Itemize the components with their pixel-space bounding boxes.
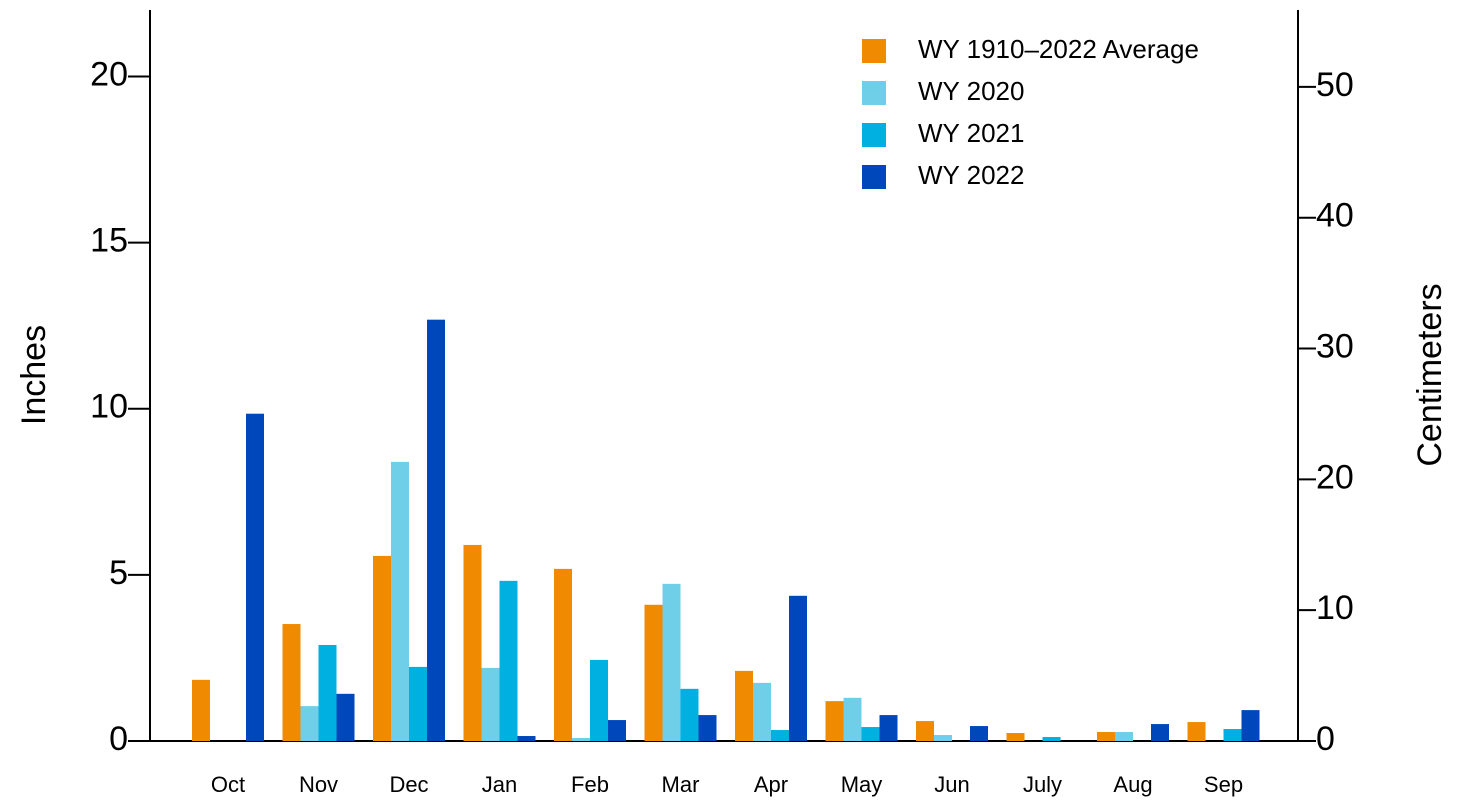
bar <box>318 644 337 741</box>
x-tick-label: Jan <box>482 772 517 797</box>
legend-swatch <box>862 39 886 63</box>
x-tick-label: Jun <box>934 772 969 797</box>
legend-swatch <box>862 123 886 147</box>
bar <box>463 544 482 741</box>
bar <box>572 738 590 741</box>
bar <box>192 679 210 741</box>
y2-axis-title: Centimeters <box>1411 283 1449 466</box>
bar <box>373 555 391 741</box>
bar <box>825 701 844 741</box>
y-tick-label: 20 <box>90 55 128 93</box>
x-tick-label: Mar <box>662 772 700 797</box>
bar <box>1151 724 1169 741</box>
bar <box>336 693 355 741</box>
bar <box>662 583 681 741</box>
bar <box>644 604 663 741</box>
bar <box>970 726 988 741</box>
bar <box>698 715 717 741</box>
bar <box>1115 732 1133 741</box>
x-tick-label: Oct <box>211 772 245 797</box>
bar <box>789 595 807 741</box>
bar <box>843 697 862 741</box>
y2-tick-label: 40 <box>1316 197 1354 235</box>
y-axis-title: Inches <box>15 325 53 425</box>
bar <box>861 727 880 741</box>
bar <box>409 666 427 741</box>
x-tick-label: Dec <box>389 772 428 797</box>
bar <box>916 721 934 741</box>
bar <box>481 667 500 741</box>
bar <box>735 670 753 741</box>
bar <box>680 688 699 741</box>
legend-label: WY 2021 <box>918 118 1024 148</box>
legend-label: WY 2022 <box>918 160 1024 190</box>
legend-label: WY 2020 <box>918 76 1024 106</box>
y-tick-label: 15 <box>90 222 128 260</box>
bar <box>517 736 536 741</box>
bar <box>753 682 771 741</box>
y2-tick-label: 20 <box>1316 458 1354 496</box>
x-tick-label: May <box>841 772 883 797</box>
bar <box>1223 729 1242 741</box>
bar <box>771 730 789 741</box>
bar <box>1042 737 1061 741</box>
bar <box>1187 722 1206 741</box>
x-tick-label: July <box>1023 772 1062 797</box>
x-tick-label: Feb <box>571 772 609 797</box>
y2-tick-label: 30 <box>1316 328 1354 366</box>
bar <box>300 706 319 741</box>
y-tick-label: 0 <box>109 720 128 758</box>
legend-swatch <box>862 165 886 189</box>
x-tick-label: Nov <box>299 772 338 797</box>
y2-tick-label: 0 <box>1316 720 1335 758</box>
y2-tick-label: 10 <box>1316 589 1354 627</box>
x-tick-label: Aug <box>1113 772 1152 797</box>
bar <box>282 624 301 741</box>
y-tick-label: 10 <box>90 388 128 426</box>
bar <box>1097 732 1115 741</box>
bar <box>1241 710 1260 741</box>
bar <box>554 568 572 741</box>
x-tick-label: Apr <box>754 772 788 797</box>
x-tick-label: Sep <box>1204 772 1243 797</box>
bar <box>934 735 952 741</box>
bar <box>879 715 898 741</box>
y-tick-label: 5 <box>109 554 128 592</box>
legend-label: WY 1910–2022 Average <box>918 34 1199 64</box>
y2-tick-label: 50 <box>1316 66 1354 104</box>
bar <box>246 413 264 741</box>
legend-swatch <box>862 81 886 105</box>
bar <box>608 720 626 741</box>
bar <box>391 461 409 741</box>
bar <box>590 659 608 741</box>
bar <box>1006 733 1025 741</box>
bar <box>427 319 445 741</box>
bar <box>499 580 518 741</box>
